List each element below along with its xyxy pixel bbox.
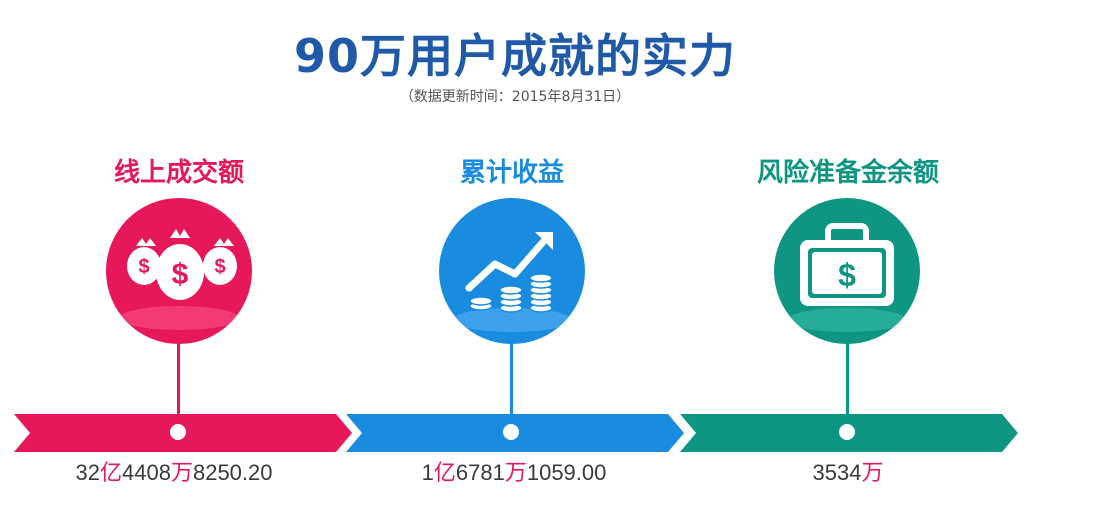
svg-text:$: $ [838,257,856,293]
money-bags-icon: $ $ $ [119,229,239,330]
stem [510,340,513,418]
stat-value-earnings: 1亿6781万1059.00 [421,460,607,485]
stem [177,340,180,418]
svg-text:$: $ [138,256,149,278]
stat-label-turnover: 线上成交额 [113,158,244,188]
svg-text:$: $ [214,256,225,278]
stat-badge-turnover: $ $ $ [106,198,252,344]
timeline-dot [839,424,855,440]
stat-label-risk-reserve: 风险准备金余额 [756,158,939,188]
stat-badge-earnings [439,198,585,344]
update-time: （数据更新时间：2015年8月31日） [399,89,631,105]
growth-chart-coins-icon [452,232,572,332]
stat-label-earnings: 累计收益 [459,158,564,188]
stat-value-risk-reserve: 3534万 [812,460,884,485]
page-title: 90万用户成就的实力 [293,29,736,83]
stem [846,340,849,418]
svg-text:$: $ [172,258,189,291]
stat-badge-risk-reserve: $ [774,198,920,344]
timeline-dot [503,424,519,440]
money-case-icon: $ [787,223,907,332]
timeline-dot [170,424,186,440]
stat-value-turnover: 32亿4408万8250.20 [75,460,273,485]
